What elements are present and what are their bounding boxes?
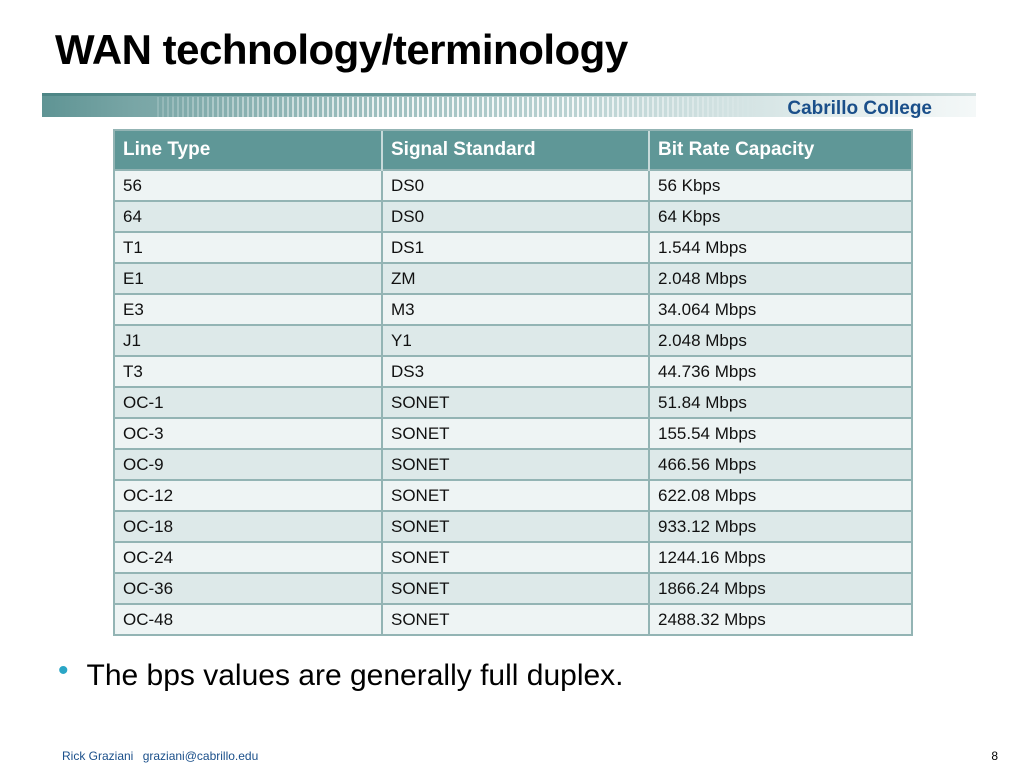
slide-title: WAN technology/terminology [55,26,628,73]
cell-bit-rate: 2488.32 Mbps [649,603,911,634]
cell-line-type: OC-9 [115,448,383,480]
cell-bit-rate: 622.08 Mbps [649,479,911,511]
cell-bit-rate: 51.84 Mbps [649,386,911,418]
cell-line-type: OC-3 [115,417,383,449]
cell-line-type: T3 [115,355,383,387]
cell-line-type: OC-18 [115,510,383,542]
table-header-row: Line Type Signal Standard Bit Rate Capac… [115,131,911,170]
brand-logo-text: Cabrillo College [787,98,932,119]
header-line-type: Line Type [115,131,383,170]
cell-line-type: E3 [115,293,383,325]
cell-signal-standard: SONET [382,603,650,634]
cell-signal-standard: DS1 [382,231,650,263]
table-row: 64 DS0 64 Kbps [115,200,911,232]
cell-signal-standard: SONET [382,386,650,418]
table-row: OC-12 SONET 622.08 Mbps [115,479,911,511]
banner-bar-top [42,93,976,96]
cell-bit-rate: 466.56 Mbps [649,448,911,480]
header-signal-standard: Signal Standard [382,131,650,170]
cell-bit-rate: 44.736 Mbps [649,355,911,387]
cell-line-type: E1 [115,262,383,294]
table-row: E3 M3 34.064 Mbps [115,293,911,325]
table-row: OC-18 SONET 933.12 Mbps [115,510,911,542]
bullet-text: The bps values are generally full duplex… [86,659,624,692]
cell-signal-standard: SONET [382,572,650,604]
cell-bit-rate: 2.048 Mbps [649,262,911,294]
table-row: OC-48 SONET 2488.32 Mbps [115,603,911,634]
cell-bit-rate: 1244.16 Mbps [649,541,911,573]
table-row: E1 ZM 2.048 Mbps [115,262,911,294]
cell-signal-standard: Y1 [382,324,650,356]
cell-signal-standard: SONET [382,541,650,573]
cell-line-type: OC-12 [115,479,383,511]
header-banner: Cabrillo College [42,93,976,123]
cell-line-type: OC-48 [115,603,383,634]
cell-signal-standard: DS3 [382,355,650,387]
cell-signal-standard: SONET [382,479,650,511]
cell-bit-rate: 56 Kbps [649,169,911,201]
table-row: OC-36 SONET 1866.24 Mbps [115,572,911,604]
bullet-icon: • [58,654,69,687]
footer-credit: Rick Graziani graziani@cabrillo.edu [62,749,258,763]
cell-signal-standard: M3 [382,293,650,325]
cell-bit-rate: 155.54 Mbps [649,417,911,449]
table-row: T1 DS1 1.544 Mbps [115,231,911,263]
line-type-table: Line Type Signal Standard Bit Rate Capac… [113,129,913,636]
cell-bit-rate: 34.064 Mbps [649,293,911,325]
footer-email: graziani@cabrillo.edu [142,749,259,763]
cell-line-type: 64 [115,200,383,232]
header-bit-rate: Bit Rate Capacity [649,131,911,170]
cell-line-type: J1 [115,324,383,356]
cell-bit-rate: 64 Kbps [649,200,911,232]
cell-bit-rate: 933.12 Mbps [649,510,911,542]
cell-signal-standard: SONET [382,448,650,480]
banner-stripes [157,97,757,117]
cell-signal-standard: DS0 [382,200,650,232]
cell-line-type: OC-24 [115,541,383,573]
cell-signal-standard: DS0 [382,169,650,201]
table-row: T3 DS3 44.736 Mbps [115,355,911,387]
table-row: OC-9 SONET 466.56 Mbps [115,448,911,480]
cell-bit-rate: 1.544 Mbps [649,231,911,263]
table-row: 56 DS0 56 Kbps [115,169,911,201]
cell-bit-rate: 1866.24 Mbps [649,572,911,604]
bullet-item: • The bps values are generally full dupl… [58,654,624,694]
cell-line-type: T1 [115,231,383,263]
table-row: OC-24 SONET 1244.16 Mbps [115,541,911,573]
cell-signal-standard: SONET [382,417,650,449]
cell-line-type: 56 [115,169,383,201]
table-row: J1 Y1 2.048 Mbps [115,324,911,356]
page-number: 8 [991,749,998,763]
cell-line-type: OC-1 [115,386,383,418]
table-row: OC-3 SONET 155.54 Mbps [115,417,911,449]
table-row: OC-1 SONET 51.84 Mbps [115,386,911,418]
footer-author: Rick Graziani [62,749,134,763]
cell-line-type: OC-36 [115,572,383,604]
cell-bit-rate: 2.048 Mbps [649,324,911,356]
cell-signal-standard: SONET [382,510,650,542]
cell-signal-standard: ZM [382,262,650,294]
